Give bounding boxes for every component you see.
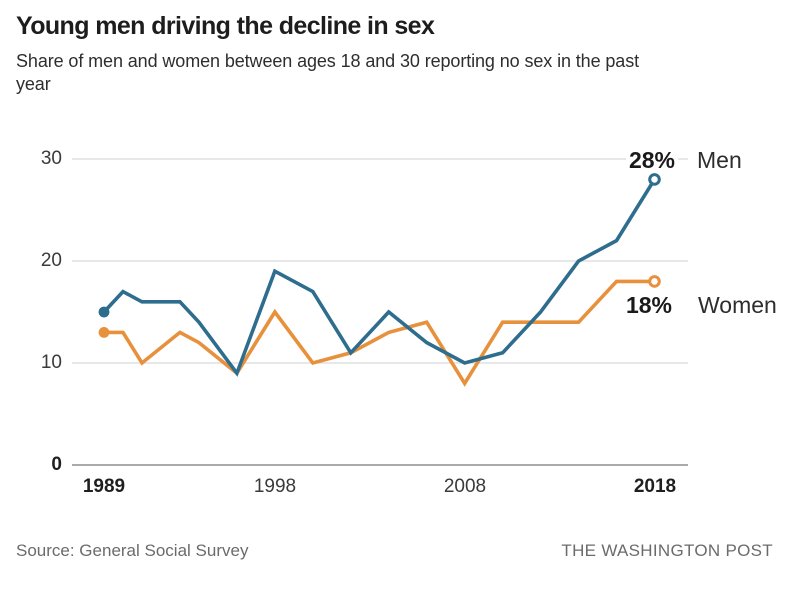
men-end-value-label: 28%: [570, 146, 678, 174]
women-series-label: Women: [698, 292, 777, 318]
men-trend-line: [102, 178, 657, 377]
publisher-credit: THE WASHINGTON POST: [561, 541, 773, 560]
women-end-value-text: 18%: [622, 292, 675, 318]
chart-subtitle: Share of men and women between ages 18 a…: [16, 51, 640, 94]
y-axis-tick-0: 0: [51, 454, 62, 475]
men-start-dot: [98, 306, 110, 318]
men-end-value-text: 28%: [625, 147, 678, 173]
x-axis-tick-1989: 1989: [82, 476, 126, 497]
chart-title: Young men driving the decline in sex: [16, 12, 435, 40]
women-start-dot: [98, 327, 110, 338]
x-axis-tick-1998: 1998: [253, 476, 297, 497]
y-axis-tick-20: 20: [40, 250, 62, 271]
source-note: Source: General Social Survey: [16, 541, 249, 560]
men-series-label: Men: [697, 147, 742, 173]
y-axis-tick-30: 30: [40, 148, 62, 169]
women-end-open-circle: [648, 275, 661, 288]
x-axis-tick-2008: 2008: [443, 476, 487, 497]
women-end-value-label: 18%: [570, 291, 675, 319]
y-axis-tick-10: 10: [40, 352, 62, 373]
x-axis-tick-2018: 2018: [633, 476, 677, 497]
men-end-open-circle: [648, 173, 661, 186]
